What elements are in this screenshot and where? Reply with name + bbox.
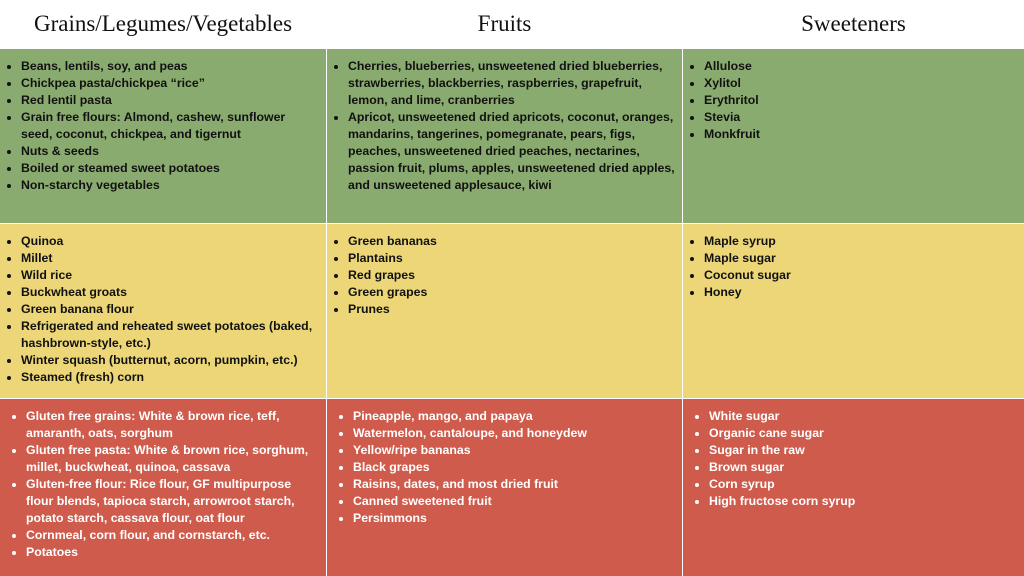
list-item: Prunes <box>348 301 676 318</box>
list-item: Organic cane sugar <box>709 425 1018 442</box>
item-list: Pineapple, mango, and papayaWatermelon, … <box>335 408 676 527</box>
list-item: Wild rice <box>21 267 320 284</box>
list-item: Gluten-free flour: Rice flour, GF multip… <box>26 476 320 527</box>
table-cell: Maple syrupMaple sugarCoconut sugarHoney <box>683 224 1024 398</box>
list-item: Potatoes <box>26 544 320 561</box>
list-item: Brown sugar <box>709 459 1018 476</box>
table-cell: Pineapple, mango, and papayaWatermelon, … <box>327 399 682 576</box>
list-item: Buckwheat groats <box>21 284 320 301</box>
list-item: Non-starchy vegetables <box>21 177 320 194</box>
list-item: Green grapes <box>348 284 676 301</box>
table-cell: AlluloseXylitolErythritolSteviaMonkfruit <box>683 49 1024 223</box>
column-header: Sweeteners <box>801 11 906 36</box>
list-item: Red lentil pasta <box>21 92 320 109</box>
list-item: Boiled or steamed sweet potatoes <box>21 160 320 177</box>
list-item: Green bananas <box>348 233 676 250</box>
list-item: Apricot, unsweetened dried apricots, coc… <box>348 109 676 194</box>
item-list: Gluten free grains: White & brown rice, … <box>8 408 320 561</box>
list-item: White sugar <box>709 408 1018 425</box>
list-item: Monkfruit <box>704 126 1018 143</box>
list-item: Cornmeal, corn flour, and cornstarch, et… <box>26 527 320 544</box>
list-item: Stevia <box>704 109 1018 126</box>
list-item: Quinoa <box>21 233 320 250</box>
list-item: Maple sugar <box>704 250 1018 267</box>
item-list: White sugarOrganic cane sugarSugar in th… <box>691 408 1018 510</box>
list-item: Gluten free grains: White & brown rice, … <box>26 408 320 442</box>
list-item: Cherries, blueberries, unsweetened dried… <box>348 58 676 109</box>
list-item: Grain free flours: Almond, cashew, sunfl… <box>21 109 320 143</box>
list-item: Watermelon, cantaloupe, and honeydew <box>353 425 676 442</box>
list-item: Black grapes <box>353 459 676 476</box>
list-item: Corn syrup <box>709 476 1018 493</box>
list-item: Nuts & seeds <box>21 143 320 160</box>
table-cell: Beans, lentils, soy, and peasChickpea pa… <box>0 49 326 223</box>
list-item: Winter squash (butternut, acorn, pumpkin… <box>21 352 320 369</box>
list-item: Pineapple, mango, and papaya <box>353 408 676 425</box>
column-header: Grains/Legumes/Vegetables <box>33 11 293 36</box>
list-item: Green banana flour <box>21 301 320 318</box>
list-item: Honey <box>704 284 1018 301</box>
column-header: Fruits <box>477 11 532 36</box>
table-cell: White sugarOrganic cane sugarSugar in th… <box>683 399 1024 576</box>
list-item: Sugar in the raw <box>709 442 1018 459</box>
list-item: Refrigerated and reheated sweet potatoes… <box>21 318 320 352</box>
list-item: Xylitol <box>704 75 1018 92</box>
list-item: Red grapes <box>348 267 676 284</box>
list-item: Plantains <box>348 250 676 267</box>
table-cell: Gluten free grains: White & brown rice, … <box>0 399 326 576</box>
list-item: Maple syrup <box>704 233 1018 250</box>
list-item: Coconut sugar <box>704 267 1018 284</box>
list-item: Canned sweetened fruit <box>353 493 676 510</box>
list-item: Erythritol <box>704 92 1018 109</box>
list-item: Raisins, dates, and most dried fruit <box>353 476 676 493</box>
item-list: QuinoaMilletWild riceBuckwheat groatsGre… <box>8 233 320 386</box>
item-list: Maple syrupMaple sugarCoconut sugarHoney <box>691 233 1018 301</box>
list-item: Yellow/ripe bananas <box>353 442 676 459</box>
list-item: Steamed (fresh) corn <box>21 369 320 386</box>
item-list: Green bananasPlantainsRed grapesGreen gr… <box>335 233 676 318</box>
list-item: Beans, lentils, soy, and peas <box>21 58 320 75</box>
list-item: Allulose <box>704 58 1018 75</box>
list-item: Persimmons <box>353 510 676 527</box>
list-item: Millet <box>21 250 320 267</box>
item-list: AlluloseXylitolErythritolSteviaMonkfruit <box>691 58 1018 143</box>
table-cell: QuinoaMilletWild riceBuckwheat groatsGre… <box>0 224 326 398</box>
list-item: High fructose corn syrup <box>709 493 1018 510</box>
table-cell: Green bananasPlantainsRed grapesGreen gr… <box>327 224 682 398</box>
item-list: Beans, lentils, soy, and peasChickpea pa… <box>8 58 320 194</box>
table-cell: Cherries, blueberries, unsweetened dried… <box>327 49 682 223</box>
list-item: Gluten free pasta: White & brown rice, s… <box>26 442 320 476</box>
list-item: Chickpea pasta/chickpea “rice” <box>21 75 320 92</box>
item-list: Cherries, blueberries, unsweetened dried… <box>335 58 676 194</box>
